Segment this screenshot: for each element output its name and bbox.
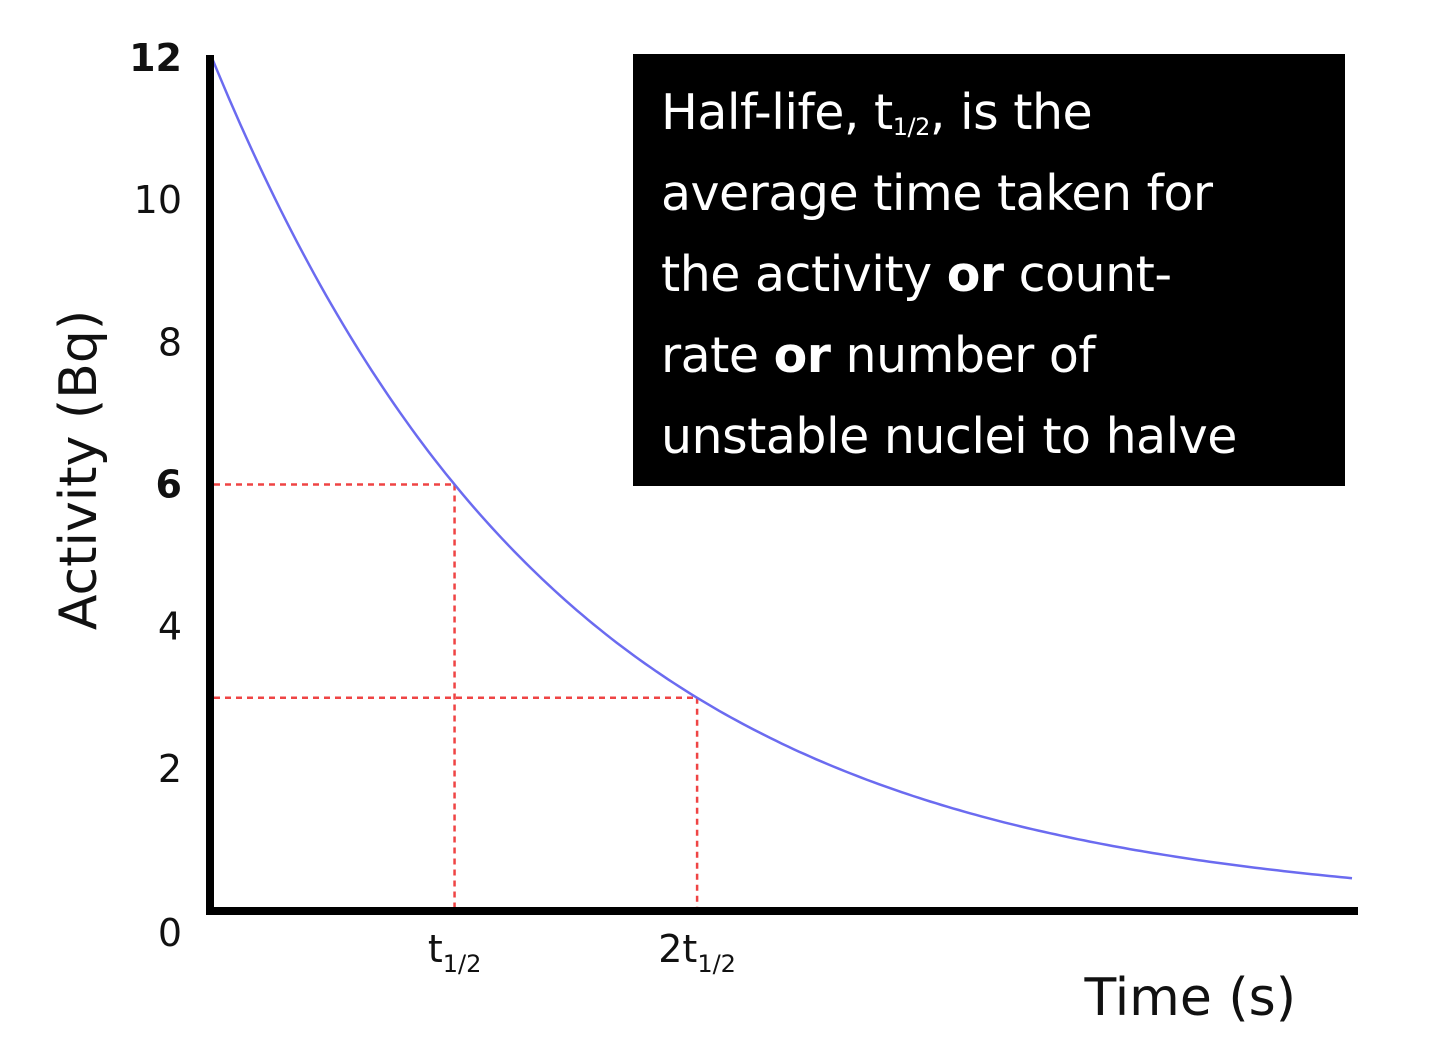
x-tick-label-2: 2t1/2 <box>658 927 736 978</box>
y-tick-label-12: 12 <box>129 36 182 80</box>
info-line-3: the activity or count- <box>661 246 1172 303</box>
info-line-1: Half-life, t1/2, is the <box>661 84 1093 141</box>
y-tick-label-10: 10 <box>134 178 182 222</box>
y-tick-labels: 0 2 4 6 8 10 12 <box>129 36 182 955</box>
axes <box>206 55 1358 915</box>
y-tick-label-6: 6 <box>156 463 182 507</box>
y-tick-label-2: 2 <box>158 747 182 791</box>
x-axis-title: Time (s) <box>1084 968 1296 1028</box>
x-tick-labels: t1/2 2t1/2 <box>428 927 736 978</box>
half-life-definition-box: Half-life, t1/2, is the average time tak… <box>633 54 1345 486</box>
y-axis-title: Activity (Bq) <box>49 310 109 630</box>
info-line-5: unstable nuclei to halve <box>661 408 1237 465</box>
y-tick-label-0: 0 <box>158 911 182 955</box>
y-tick-label-4: 4 <box>158 605 182 649</box>
y-tick-label-8: 8 <box>158 320 182 364</box>
x-tick-label-1: t1/2 <box>428 927 482 978</box>
series-line-activity <box>210 57 1353 880</box>
reference-lines <box>214 483 699 907</box>
info-line-4: rate or number of <box>661 327 1096 384</box>
info-line-2: average time taken for <box>661 165 1213 222</box>
